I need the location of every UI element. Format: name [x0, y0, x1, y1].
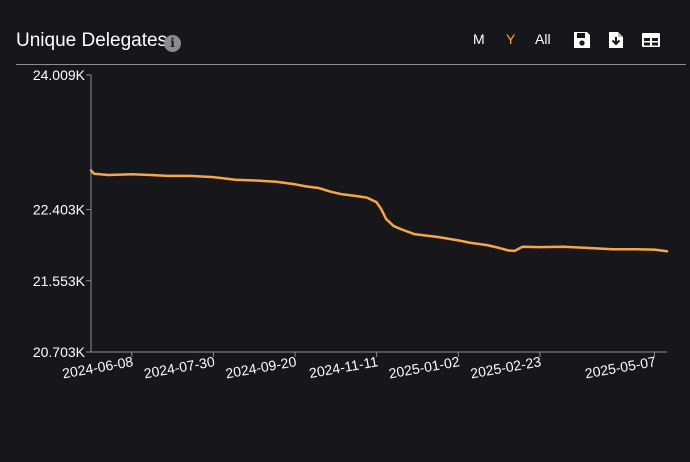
- x-tick-label: 2025-01-02: [387, 353, 461, 381]
- chart-title: Unique Delegates: [16, 30, 168, 51]
- x-tick-label: 2024-09-20: [224, 353, 298, 381]
- y-tick-label: 20.703K: [33, 344, 86, 360]
- x-tick-label: 2025-05-07: [584, 353, 658, 381]
- table-icon[interactable]: [641, 30, 661, 50]
- download-icon[interactable]: [606, 30, 626, 50]
- x-tick-label: 2024-11-11: [308, 353, 379, 381]
- series-line[interactable]: [89, 169, 669, 253]
- header-divider: [16, 64, 686, 65]
- y-tick-label: 24.009K: [33, 67, 86, 83]
- range-button-month[interactable]: M: [473, 31, 485, 47]
- info-icon[interactable]: i: [164, 35, 181, 52]
- x-tick-label: 2025-02-23: [469, 353, 543, 381]
- save-icon[interactable]: [572, 30, 592, 50]
- y-tick-label: 21.553K: [33, 273, 86, 289]
- range-button-year[interactable]: Y: [506, 31, 516, 47]
- y-tick-label: 22.403K: [33, 202, 86, 218]
- x-tick-label: 2024-07-30: [143, 353, 217, 381]
- range-button-all[interactable]: All: [535, 31, 551, 47]
